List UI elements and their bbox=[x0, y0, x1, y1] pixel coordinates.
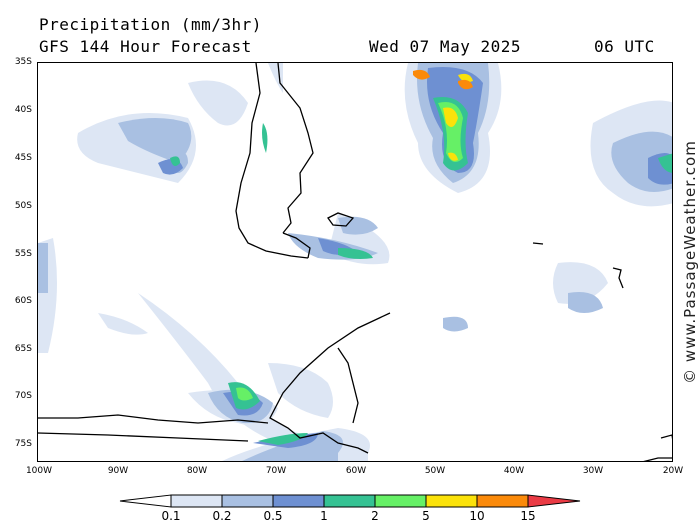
legend-label: 0.2 bbox=[212, 509, 232, 523]
lat-label: 60S bbox=[14, 296, 32, 306]
legend-swatch-4 bbox=[323, 494, 376, 508]
lon-label: 20W bbox=[662, 466, 684, 476]
lon-label: 40W bbox=[503, 466, 525, 476]
forecast-label: GFS 144 Hour Forecast bbox=[39, 37, 252, 56]
lat-label: 75S bbox=[14, 439, 32, 449]
lon-label: 90W bbox=[107, 466, 129, 476]
legend-swatch-0 bbox=[119, 494, 172, 508]
legend-swatch-6 bbox=[425, 494, 478, 508]
lat-label: 45S bbox=[14, 153, 32, 163]
forecast-date: Wed 07 May 2025 bbox=[369, 37, 521, 56]
forecast-time: 06 UTC bbox=[594, 37, 655, 56]
lat-label: 40S bbox=[14, 105, 32, 115]
precipitation-legend bbox=[119, 494, 581, 508]
precipitation-layer bbox=[38, 63, 672, 461]
legend-label: 15 bbox=[520, 509, 536, 523]
lat-label: 70S bbox=[14, 391, 32, 401]
lon-label: 60W bbox=[345, 466, 367, 476]
lon-label: 50W bbox=[424, 466, 446, 476]
legend-swatch-1 bbox=[170, 494, 223, 508]
legend-label: 0.1 bbox=[161, 509, 181, 523]
lon-label: 30W bbox=[582, 466, 604, 476]
legend-swatch-5 bbox=[374, 494, 427, 508]
precipitation-map[interactable] bbox=[37, 62, 673, 462]
legend-swatch-7 bbox=[476, 494, 529, 508]
legend-label: 2 bbox=[371, 509, 379, 523]
legend-label: 5 bbox=[422, 509, 430, 523]
site-watermark: © www.PassageWeather.com bbox=[681, 140, 699, 384]
lat-label: 50S bbox=[14, 201, 32, 211]
coastline-layer bbox=[38, 63, 672, 461]
legend-label: 0.5 bbox=[263, 509, 283, 523]
lon-label: 70W bbox=[265, 466, 287, 476]
map-title: Precipitation (mm/3hr) bbox=[39, 15, 262, 34]
legend-label: 1 bbox=[320, 509, 328, 523]
map-canvas bbox=[38, 63, 672, 461]
lat-label: 65S bbox=[14, 344, 32, 354]
lat-label: 55S bbox=[14, 249, 32, 259]
legend-swatch-8 bbox=[527, 494, 581, 508]
legend-swatch-2 bbox=[221, 494, 274, 508]
legend-swatch-3 bbox=[272, 494, 325, 508]
lat-label: 35S bbox=[14, 57, 32, 67]
legend-label: 10 bbox=[469, 509, 485, 523]
lon-label: 80W bbox=[186, 466, 208, 476]
lon-label: 100W bbox=[25, 466, 53, 476]
